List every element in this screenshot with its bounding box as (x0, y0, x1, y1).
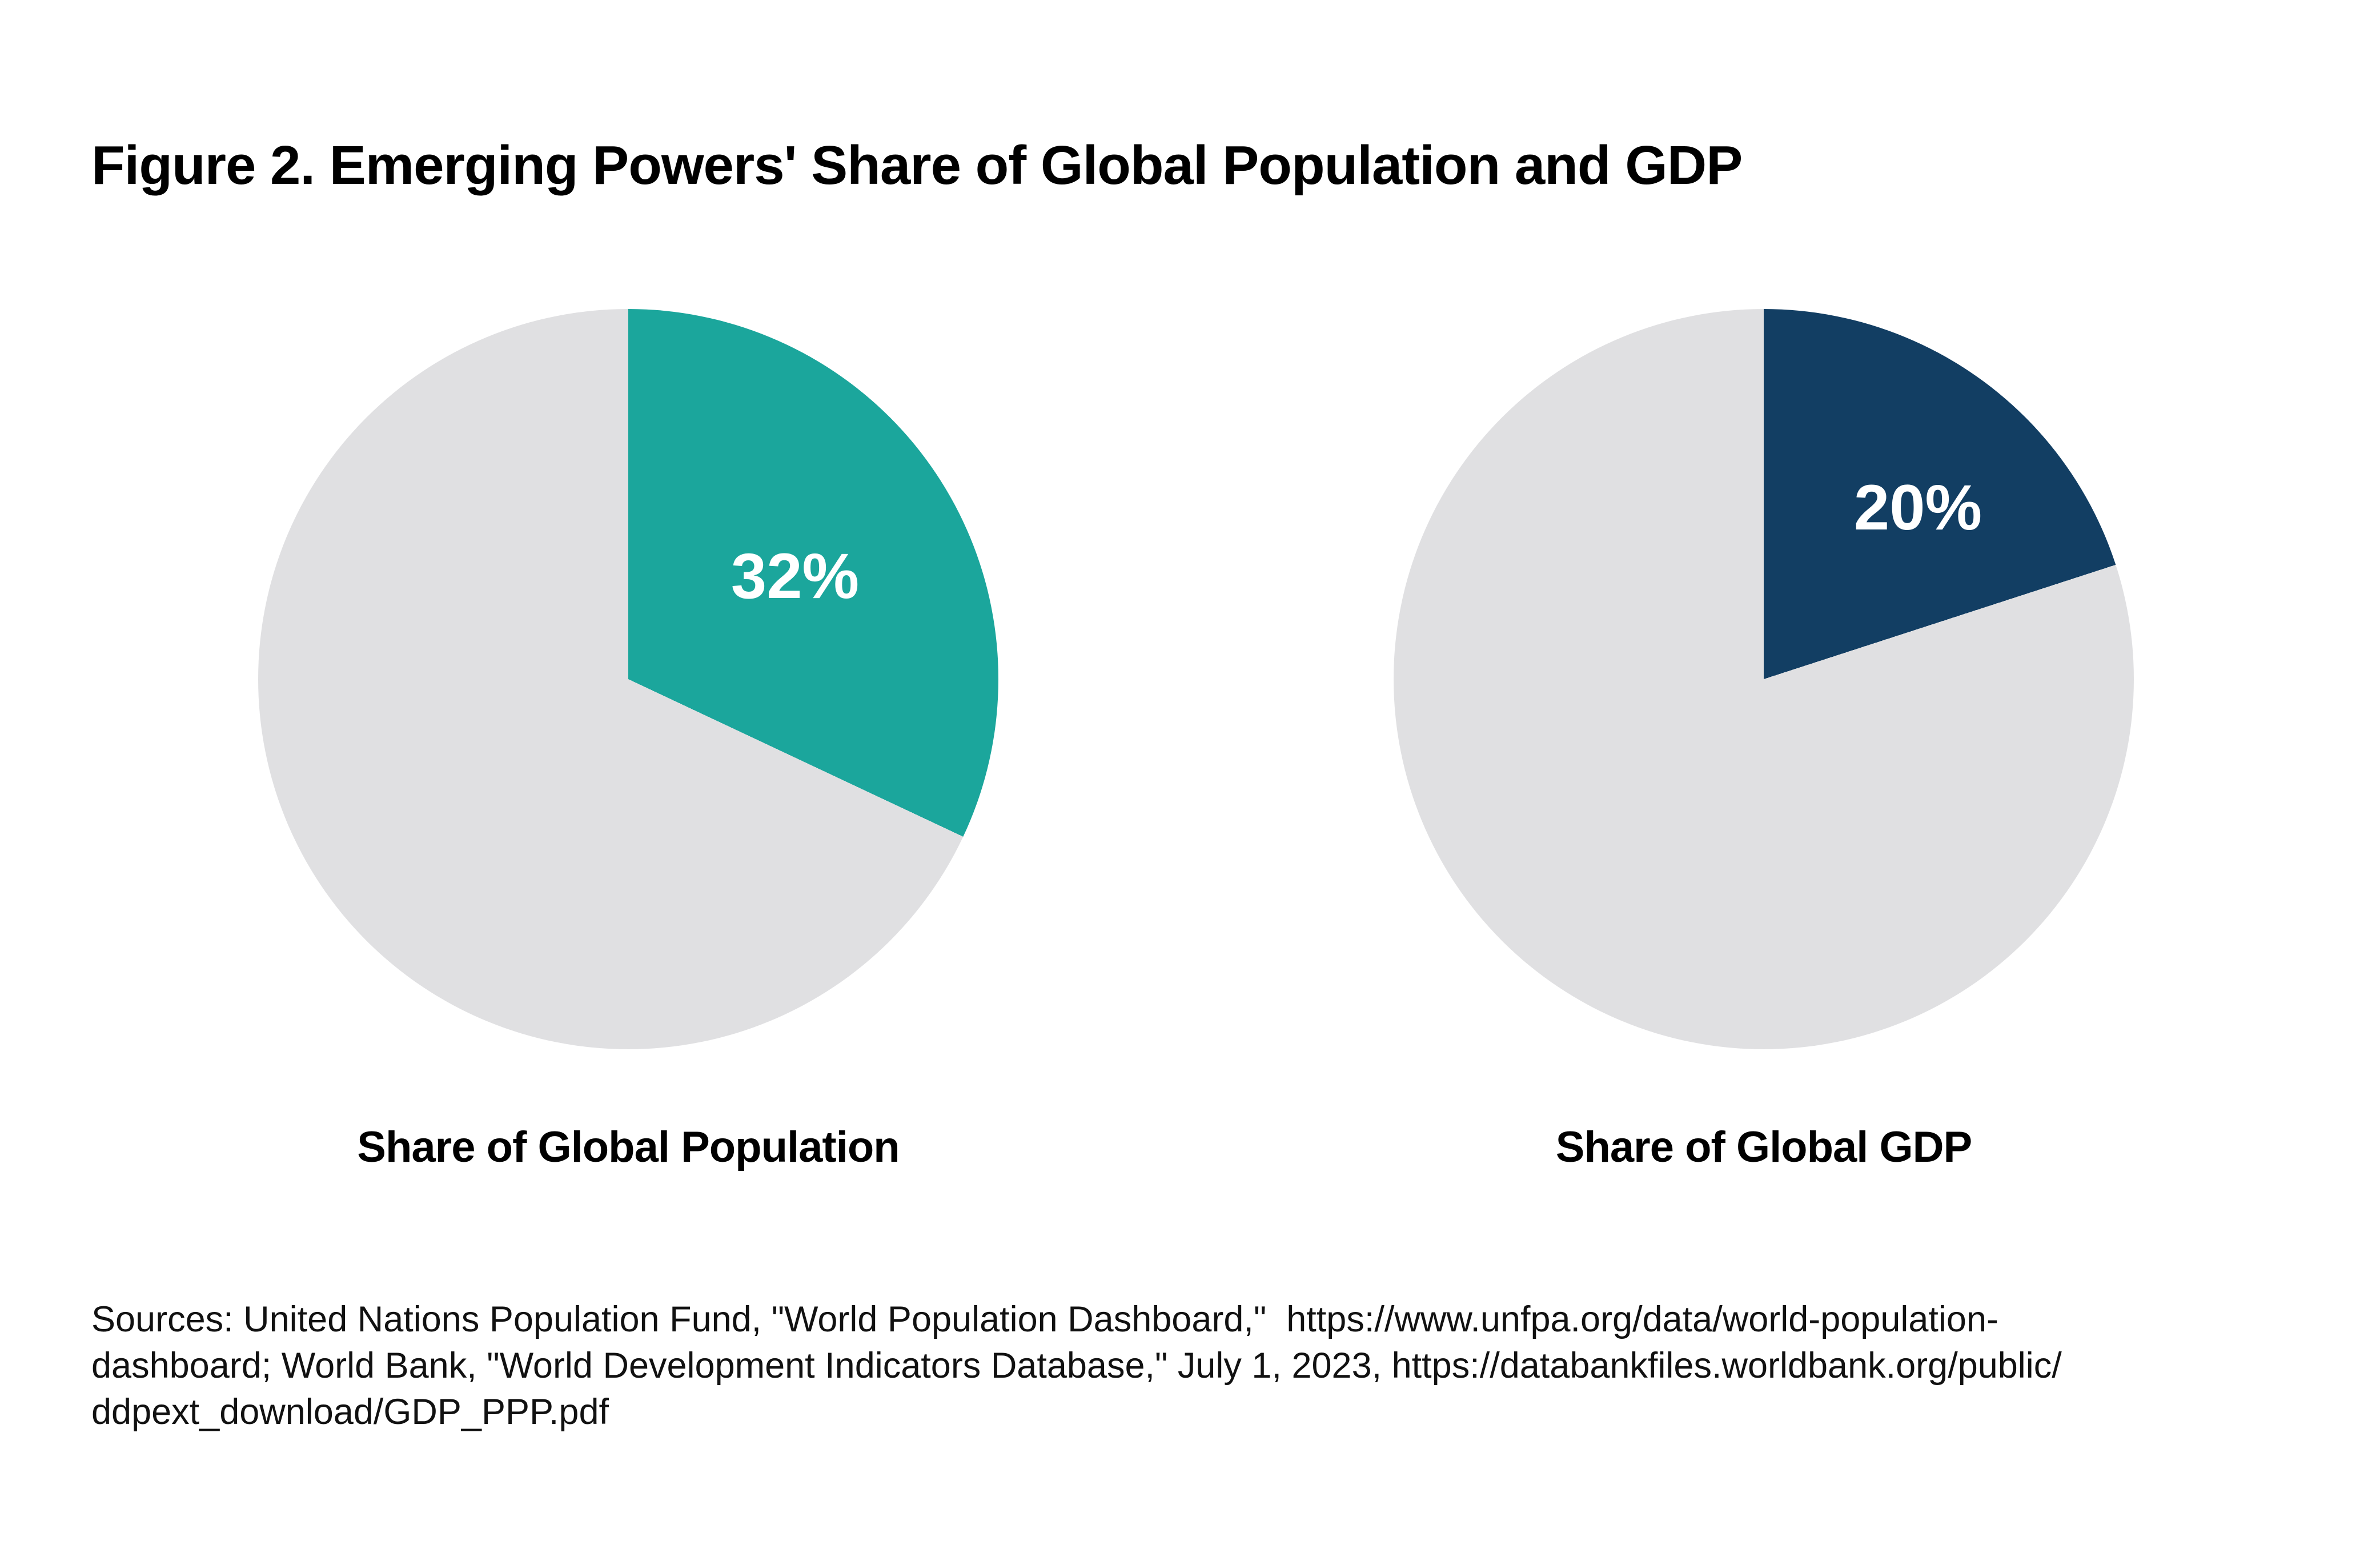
population-chart-caption: Share of Global Population (357, 1123, 900, 1171)
population-pie-chart: 32% Share of Global Population (258, 309, 998, 1172)
gdp-chart-caption: Share of Global GDP (1555, 1123, 1972, 1171)
gdp-pie: 20% (1394, 309, 2134, 1049)
sources-line-1: Sources: United Nations Population Fund,… (91, 1299, 1998, 1339)
figure-title: Figure 2. Emerging Powers' Share of Glob… (91, 135, 1743, 196)
gdp-slice-data-label: 20% (1853, 472, 1982, 543)
population-pie: 32% (258, 309, 998, 1049)
gdp-pie-chart: 20% Share of Global GDP (1394, 309, 2134, 1172)
population-slice-data-label: 32% (731, 540, 860, 612)
sources-note: Sources: United Nations Population Fund,… (91, 1297, 2062, 1435)
sources-line-3: ddpext_download/GDP_PPP.pdf (91, 1392, 609, 1432)
sources-line-2: dashboard; World Bank, "World Developmen… (91, 1346, 2062, 1386)
